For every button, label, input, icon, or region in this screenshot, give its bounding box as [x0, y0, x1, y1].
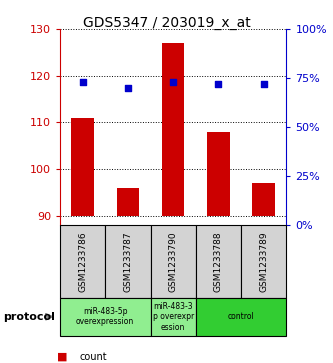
Text: GSM1233789: GSM1233789: [259, 231, 268, 292]
Point: [125, 85, 131, 91]
Text: protocol: protocol: [3, 312, 55, 322]
Text: count: count: [80, 352, 108, 362]
Text: ■: ■: [57, 352, 71, 362]
Bar: [252, 183, 275, 216]
Text: control: control: [228, 312, 254, 321]
Text: GSM1233786: GSM1233786: [78, 231, 87, 292]
Bar: [207, 132, 230, 216]
Text: GSM1233790: GSM1233790: [168, 231, 178, 292]
Point: [216, 81, 221, 87]
Bar: [117, 188, 139, 216]
Text: GDS5347 / 203019_x_at: GDS5347 / 203019_x_at: [83, 16, 250, 30]
Bar: [162, 43, 184, 216]
Point: [170, 79, 176, 85]
Text: GSM1233787: GSM1233787: [123, 231, 133, 292]
Text: miR-483-5p
overexpression: miR-483-5p overexpression: [76, 307, 134, 326]
Text: miR-483-3
p overexpr
ession: miR-483-3 p overexpr ession: [153, 302, 194, 332]
Bar: [71, 118, 94, 216]
Text: GSM1233788: GSM1233788: [214, 231, 223, 292]
Point: [261, 81, 266, 87]
Point: [80, 79, 85, 85]
